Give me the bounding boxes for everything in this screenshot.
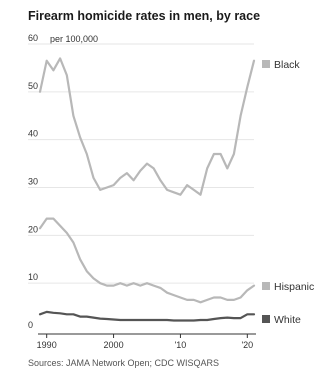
series-line-white <box>40 312 254 321</box>
legend-label-white: White <box>274 314 301 326</box>
x-tick-label: '20 <box>241 340 253 350</box>
legend-swatch-black <box>262 60 270 68</box>
chart-source: Sources: JAMA Network Open; CDC WISQARS <box>28 358 219 368</box>
series-line-black <box>40 58 254 194</box>
y-tick-label: 0 <box>28 320 33 330</box>
y-tick-label: 30 <box>28 177 38 187</box>
y-tick-label: 60 <box>28 33 38 43</box>
legend-swatch-white <box>262 315 270 323</box>
legend-swatch-hispanic <box>262 282 270 290</box>
legend-label-hispanic: Hispanic <box>274 281 314 293</box>
legend-label-black: Black <box>274 59 300 71</box>
y-tick-label: 20 <box>28 224 38 234</box>
y-tick-label: 10 <box>28 272 38 282</box>
y-tick-label: 40 <box>28 129 38 139</box>
series-line-hispanic <box>40 219 254 303</box>
x-tick-label: 2000 <box>104 340 124 350</box>
x-tick-label: 1990 <box>37 340 57 350</box>
x-tick-label: '10 <box>175 340 187 350</box>
y-tick-label: 50 <box>28 81 38 91</box>
